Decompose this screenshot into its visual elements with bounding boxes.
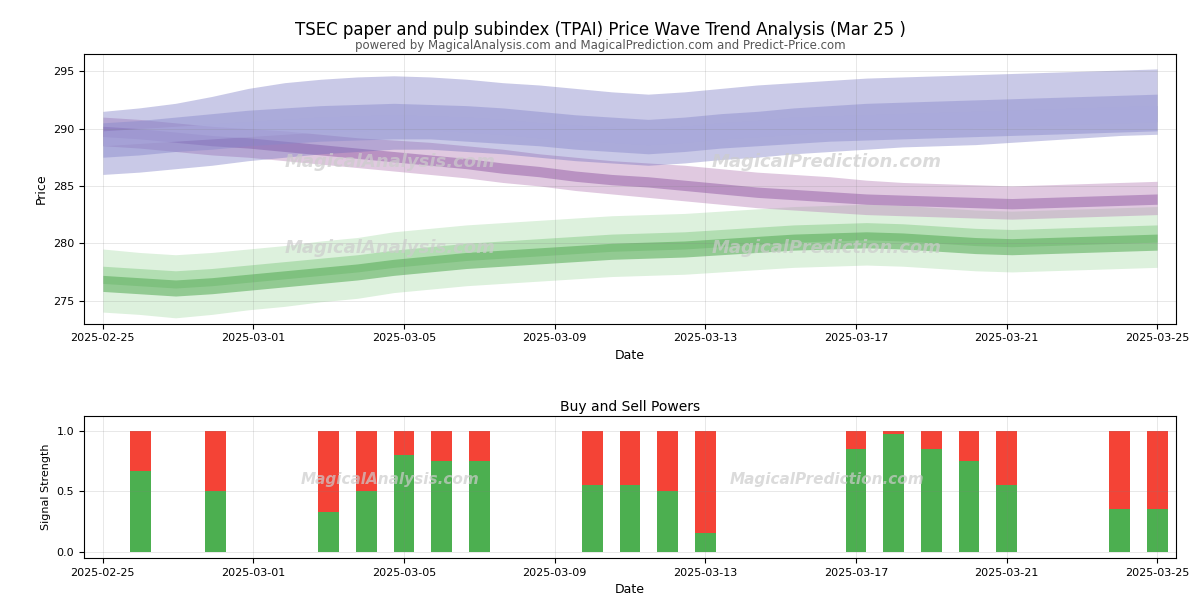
- Bar: [695, 431, 715, 533]
- Bar: [318, 512, 340, 552]
- Bar: [130, 470, 151, 552]
- Bar: [658, 491, 678, 552]
- Text: MagicalAnalysis.com: MagicalAnalysis.com: [300, 472, 479, 487]
- Bar: [469, 431, 490, 461]
- Bar: [996, 431, 1016, 485]
- Bar: [619, 431, 641, 485]
- Bar: [1147, 509, 1168, 552]
- Bar: [318, 431, 340, 512]
- Text: MagicalPrediction.com: MagicalPrediction.com: [712, 153, 942, 171]
- X-axis label: Date: Date: [616, 583, 646, 596]
- Bar: [205, 431, 226, 491]
- Bar: [582, 485, 602, 552]
- Bar: [959, 431, 979, 461]
- Bar: [1109, 509, 1130, 552]
- Text: MagicalAnalysis.com: MagicalAnalysis.com: [284, 153, 496, 171]
- Bar: [1147, 431, 1168, 509]
- Text: powered by MagicalAnalysis.com and MagicalPrediction.com and Predict-Price.com: powered by MagicalAnalysis.com and Magic…: [355, 39, 845, 52]
- Bar: [658, 431, 678, 491]
- Bar: [130, 431, 151, 470]
- Y-axis label: Signal Strength: Signal Strength: [41, 444, 52, 530]
- Bar: [883, 434, 904, 552]
- Bar: [582, 431, 602, 485]
- Text: MagicalPrediction.com: MagicalPrediction.com: [712, 239, 942, 257]
- Title: Buy and Sell Powers: Buy and Sell Powers: [560, 400, 700, 413]
- Y-axis label: Price: Price: [35, 173, 48, 204]
- Bar: [695, 533, 715, 552]
- Bar: [469, 461, 490, 552]
- Text: MagicalAnalysis.com: MagicalAnalysis.com: [284, 239, 496, 257]
- Text: TSEC paper and pulp subindex (TPAI) Price Wave Trend Analysis (Mar 25 ): TSEC paper and pulp subindex (TPAI) Pric…: [294, 21, 906, 39]
- Bar: [431, 431, 452, 461]
- Text: MagicalPrediction.com: MagicalPrediction.com: [730, 472, 924, 487]
- Bar: [996, 485, 1016, 552]
- Bar: [846, 449, 866, 552]
- Bar: [883, 431, 904, 434]
- Bar: [619, 485, 641, 552]
- Bar: [356, 431, 377, 491]
- Bar: [1109, 431, 1130, 509]
- Bar: [356, 491, 377, 552]
- Bar: [920, 449, 942, 552]
- Bar: [394, 431, 414, 455]
- Bar: [205, 491, 226, 552]
- Bar: [920, 431, 942, 449]
- X-axis label: Date: Date: [616, 349, 646, 362]
- Bar: [846, 431, 866, 449]
- Bar: [959, 461, 979, 552]
- Bar: [431, 461, 452, 552]
- Bar: [394, 455, 414, 552]
